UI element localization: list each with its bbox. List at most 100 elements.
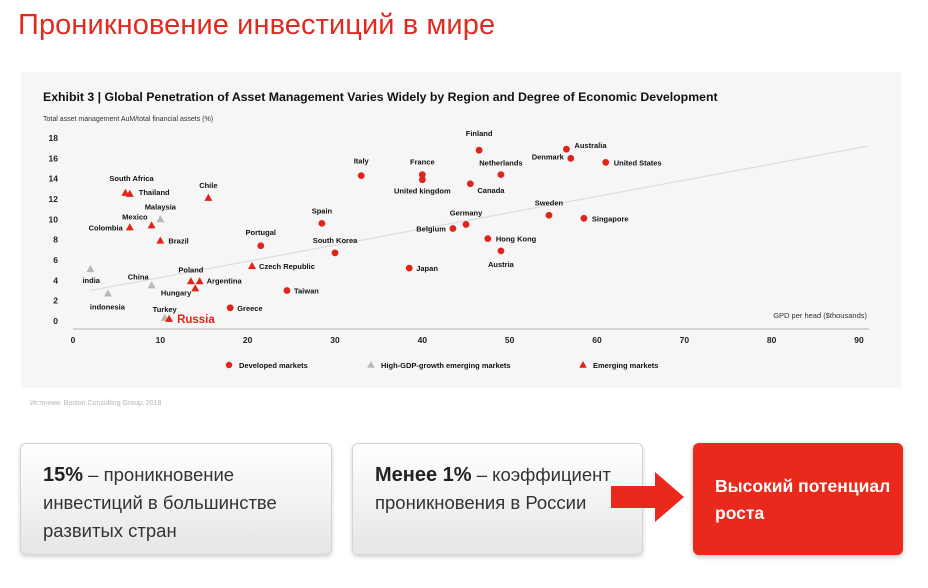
- point-mexico: [147, 221, 156, 229]
- y-tick-label: 12: [49, 194, 59, 204]
- point-chile: [204, 193, 213, 201]
- label-germany: Germany: [450, 208, 483, 217]
- card-developed-value: 15%: [43, 464, 84, 486]
- point-netherlands: [497, 171, 505, 178]
- legend-marker-high_growth: [367, 361, 375, 368]
- point-thailand: [125, 189, 134, 197]
- label-united-kingdom: United kingdom: [394, 187, 451, 196]
- card-developed-penetration: 15% – проникновение инвестиций в большин…: [20, 443, 332, 555]
- label-czech-republic: Czech Republic: [259, 262, 315, 271]
- label-south-korea: South Korea: [313, 236, 358, 245]
- label-russia: Russia: [177, 314, 215, 326]
- point-spain: [318, 220, 326, 227]
- label-austria: Austria: [488, 260, 515, 269]
- legend-marker-developed: [225, 361, 233, 369]
- label-canada: Canada: [477, 186, 505, 195]
- source-note: Источник: Boston Consulting Group, 2018: [30, 400, 162, 407]
- x-tick-label: 20: [243, 335, 253, 345]
- trend-line: [90, 145, 868, 292]
- x-tick-label: 80: [767, 335, 777, 345]
- scatter-chart: Exhibit 3 | Global Penetration of Asset …: [43, 90, 869, 370]
- arrow-right-icon: [611, 472, 684, 522]
- point-belgium: [449, 225, 457, 232]
- point-taiwan: [283, 287, 291, 294]
- label-brazil: Brazil: [168, 237, 188, 246]
- label-argentina: Argentina: [207, 276, 243, 285]
- point-germany: [462, 221, 470, 228]
- label-united-states: United States: [614, 158, 662, 167]
- x-tick-label: 30: [330, 335, 340, 345]
- point-colombia: [125, 223, 134, 231]
- point-canada: [466, 180, 474, 188]
- label-chile: Chile: [199, 181, 217, 190]
- x-tick-label: 50: [505, 335, 515, 345]
- card-russia-value: Менее 1%: [375, 464, 472, 486]
- y-axis-label: Total asset management AuM/total financi…: [43, 116, 213, 123]
- point-united-kingdom: [418, 176, 426, 184]
- x-tick-label: 0: [71, 335, 76, 345]
- label-spain: Spain: [312, 206, 333, 215]
- x-tick-label: 10: [156, 335, 166, 345]
- label-sweden: Sweden: [535, 198, 564, 207]
- x-tick-label: 90: [854, 335, 864, 345]
- label-belgium: Belgium: [416, 224, 446, 233]
- label-malaysia: Malaysia: [145, 202, 177, 211]
- legend-label-emerging: Emerging markets: [593, 361, 658, 370]
- legend-marker-emerging: [579, 361, 587, 368]
- point-singapore: [580, 214, 588, 222]
- label-japan: Japan: [416, 264, 438, 273]
- point-australia: [563, 145, 570, 153]
- label-france: France: [410, 158, 435, 167]
- label-hungary: Hungary: [161, 288, 192, 297]
- label-netherlands: Netherlands: [479, 159, 522, 168]
- point-argentina: [195, 277, 204, 285]
- point-denmark: [567, 154, 575, 162]
- card-developed-text: 15% – проникновение инвестиций в большин…: [43, 461, 321, 545]
- y-tick-label: 18: [49, 133, 59, 143]
- point-finland: [475, 146, 483, 154]
- point-india: [86, 264, 95, 273]
- x-axis-label: GPD per head ($thousands): [773, 311, 867, 320]
- label-colombia: Colombia: [89, 223, 124, 232]
- legend-label-developed: Developed markets: [239, 361, 308, 370]
- label-china: China: [128, 272, 150, 281]
- point-hungary: [191, 284, 200, 292]
- point-hong-kong: [484, 235, 492, 243]
- y-tick-label: 10: [49, 214, 59, 224]
- point-malaysia: [156, 215, 165, 223]
- point-poland: [186, 277, 195, 285]
- label-turkey: Turkey: [153, 305, 178, 314]
- label-hong-kong: Hong Kong: [496, 235, 537, 244]
- y-tick-label: 16: [49, 153, 59, 163]
- y-tick-label: 14: [49, 174, 59, 184]
- point-south-korea: [331, 249, 339, 257]
- label-singapore: Singapore: [592, 214, 629, 223]
- label-greece: Greece: [237, 304, 262, 313]
- card-russia-penetration: Менее 1% – коэффициент проникновения в Р…: [352, 443, 643, 555]
- y-tick-label: 0: [53, 316, 58, 326]
- label-denmark: Denmark: [532, 152, 565, 161]
- label-india: india: [82, 276, 100, 285]
- card-growth-potential: Высокий потенциал роста: [693, 443, 903, 555]
- label-thailand: Thailand: [139, 188, 170, 197]
- label-australia: Australia: [574, 141, 607, 150]
- label-taiwan: Taiwan: [294, 287, 319, 296]
- point-japan: [405, 264, 413, 272]
- card-russia-caption: – коэффициент проникновения в России: [375, 464, 611, 513]
- label-finland: Finland: [466, 129, 493, 138]
- x-tick-label: 40: [418, 335, 428, 345]
- point-indonesia: [103, 289, 112, 297]
- point-portugal: [257, 242, 265, 250]
- card-russia-text: Менее 1% – коэффициент проникновения в Р…: [375, 461, 632, 517]
- label-mexico: Mexico: [122, 212, 148, 221]
- y-tick-label: 8: [53, 235, 58, 245]
- point-brazil: [156, 236, 165, 244]
- point-italy: [357, 172, 365, 180]
- legend-label-high_growth: High-GDP-growth emerging markets: [381, 361, 511, 370]
- page-title: Проникновение инвестиций в мире: [18, 9, 496, 41]
- label-portugal: Portugal: [246, 228, 276, 237]
- chart-title: Exhibit 3 | Global Penetration of Asset …: [43, 90, 718, 104]
- label-indonesia: indonesia: [90, 303, 126, 312]
- point-china: [147, 281, 156, 289]
- y-tick-label: 6: [53, 255, 58, 265]
